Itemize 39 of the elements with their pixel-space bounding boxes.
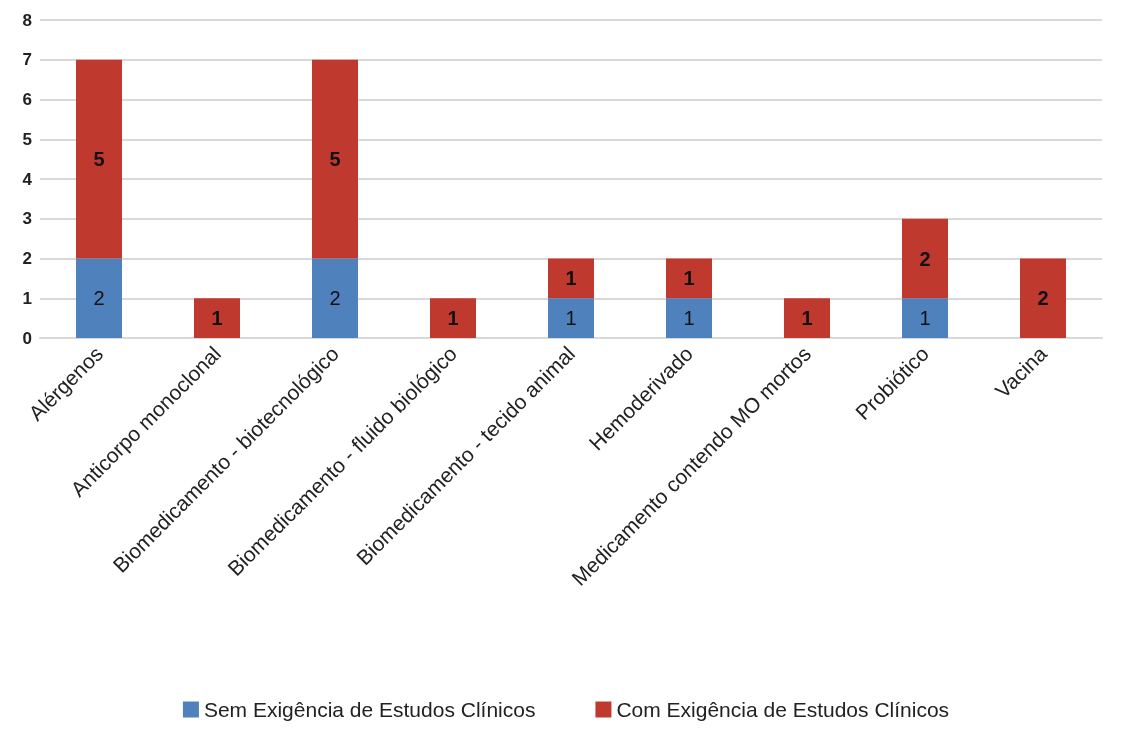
data-label: 1: [919, 307, 931, 330]
bar: [547, 258, 595, 299]
data-label: 2: [329, 287, 341, 310]
y-tick-label: 8: [22, 10, 32, 30]
bar: [311, 258, 359, 338]
bar: [901, 298, 949, 338]
bar: [901, 218, 949, 299]
y-tick-label: 4: [22, 169, 33, 189]
data-label: 1: [683, 267, 695, 290]
data-label: 5: [329, 148, 341, 171]
y-tick-label: 3: [22, 209, 32, 229]
data-label: 1: [565, 307, 577, 330]
legend-label: Com Exigência de Estudos Clínicos: [616, 698, 950, 721]
data-label: 2: [1037, 287, 1049, 310]
bar: [311, 59, 359, 259]
bar: [547, 298, 595, 338]
bar: [193, 298, 241, 338]
bar: [1019, 258, 1067, 338]
bar: [665, 258, 713, 299]
legend-label: Sem Exigência de Estudos Clínicos: [203, 698, 536, 721]
bar: [75, 258, 123, 338]
data-label: 1: [447, 307, 459, 330]
y-tick-label: 5: [22, 129, 32, 149]
y-tick-label: 1: [22, 288, 32, 308]
data-label: 5: [93, 148, 105, 171]
bar: [665, 298, 713, 338]
bar: [75, 59, 123, 259]
data-label: 2: [919, 247, 931, 270]
y-tick-label: 7: [22, 50, 32, 70]
y-tick-label: 6: [22, 90, 32, 109]
data-label: 2: [93, 287, 105, 310]
bar: [783, 298, 831, 338]
y-tick-label: 2: [22, 249, 32, 268]
data-label: 1: [211, 307, 223, 330]
y-tick-label: 0: [22, 328, 32, 348]
data-label: 1: [801, 307, 813, 330]
bar: [429, 298, 477, 338]
data-label: 1: [683, 307, 695, 330]
data-label: 1: [565, 267, 577, 290]
